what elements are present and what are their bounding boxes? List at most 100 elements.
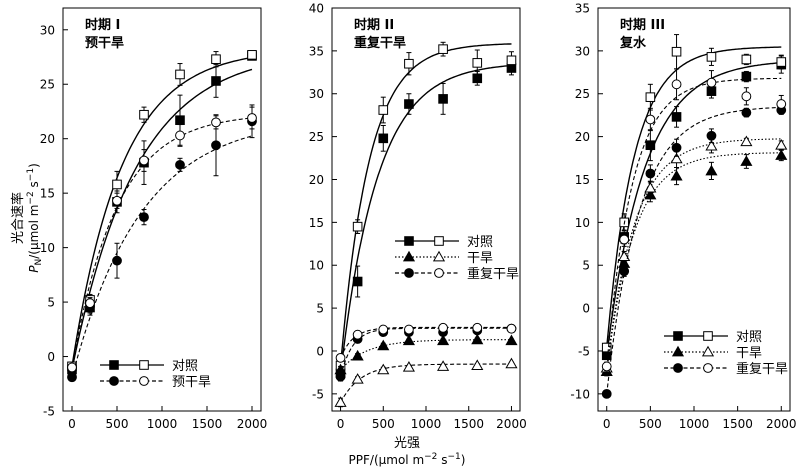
fit-curve [71,56,253,367]
data-point [404,324,414,335]
fit-curve [71,117,253,368]
y-tick-label: -5 [43,405,55,419]
y-tick-label: 25 [575,87,590,101]
x-tick-label: 2000 [237,417,268,431]
legend-label: 重复干旱 [467,266,519,282]
legend-entry: 对照 [395,235,493,250]
data-point [619,266,630,277]
legend-label: 干旱 [467,251,493,266]
y-tick-label: 0 [582,302,590,316]
data-point [471,359,484,370]
fit-curve [606,46,782,348]
data-point [705,164,718,176]
data-point [706,77,717,88]
legend-marker-open [434,268,444,278]
data-point [471,333,484,345]
legend-entry: 干旱 [664,345,762,361]
data-point [671,142,682,153]
data-point [334,396,347,407]
y-tick-label: 15 [40,187,55,201]
data-point [352,329,363,340]
data-point [175,159,185,170]
legend-entry: 干旱 [395,250,493,266]
legend-marker-filled [109,360,119,370]
data-point [175,115,185,125]
data-point [776,99,787,109]
data-point [437,334,450,346]
series-对照-open [67,50,257,372]
y-tick-label: 15 [309,216,324,230]
legend-marker-filled [673,331,683,341]
series-预干旱-open [67,106,257,373]
data-point [377,363,390,375]
data-point [404,58,414,69]
x-axis-title-unit: PPF/(μmol m−2 s−1) [349,452,466,467]
data-point [601,361,612,372]
fit-curve [340,339,512,371]
legend-entry: 重复干旱 [664,361,788,377]
x-tick-label: 500 [639,417,662,431]
fit-curve [339,64,512,374]
legend-marker-filled [109,376,119,386]
y-tick-label: 35 [309,44,324,58]
y-tick-label: 5 [316,302,324,316]
panel-title: 时期 II [354,17,394,33]
y-tick-label: 35 [575,2,590,16]
fit-curve [606,138,782,369]
x-tick-label: 0 [68,417,76,431]
y-tick-label: 5 [47,296,55,310]
data-point [352,221,363,232]
y-tick-label: 40 [309,2,324,16]
data-point [211,76,221,86]
y-tick-label: 30 [575,44,590,58]
x-tick-label: 0 [337,417,345,431]
data-point [740,135,753,147]
legend-marker-open [701,345,715,357]
data-point [67,362,77,373]
legend-marker-filled [404,268,414,278]
legend-marker-filled [404,236,414,246]
legend-marker-open [432,250,446,262]
data-point [776,57,787,67]
data-point [645,168,656,179]
data-point [741,107,752,118]
y-tick-label: 25 [40,78,55,92]
y-tick-label: -5 [578,344,590,358]
data-point [404,99,414,109]
fit-curve [339,43,512,366]
chart-panel-3: -10 -5 0 5 10 15 20 25 30 35 0 500 1000 1500 2000 时期 II… [570,2,796,432]
legend-marker-open [703,363,713,373]
y-tick-label: 10 [309,259,324,273]
data-point [775,149,788,160]
y-axis-title-unit: PN/(μmol m−2 s−1) [26,163,44,273]
fit-curve [340,326,512,359]
data-point [139,212,149,223]
data-point [351,373,364,384]
fit-curve [606,77,782,367]
series-对照-open [335,41,517,371]
plot-frame [331,7,521,412]
y-tick-label: 5 [582,259,590,273]
data-point [211,54,221,64]
data-point [775,138,788,150]
y-tick-label: 10 [40,241,55,255]
data-point [601,342,612,353]
y-tick-label: 30 [40,23,55,37]
y-tick-label: 25 [309,130,324,144]
data-point [505,334,518,346]
data-point [112,255,122,266]
series-干旱 [600,149,788,377]
data-point [377,339,390,351]
x-tick-label: 2000 [496,417,527,431]
legend-marker-open [139,376,149,386]
y-tick-label: -10 [570,387,590,401]
x-tick-label: 500 [106,417,129,431]
data-point [705,139,718,151]
fit-curve [606,62,782,356]
legend-entry: 重复干旱 [395,266,519,282]
data-point [402,361,415,372]
data-point [352,276,363,287]
panel-subtitle: 预干旱 [85,36,124,51]
